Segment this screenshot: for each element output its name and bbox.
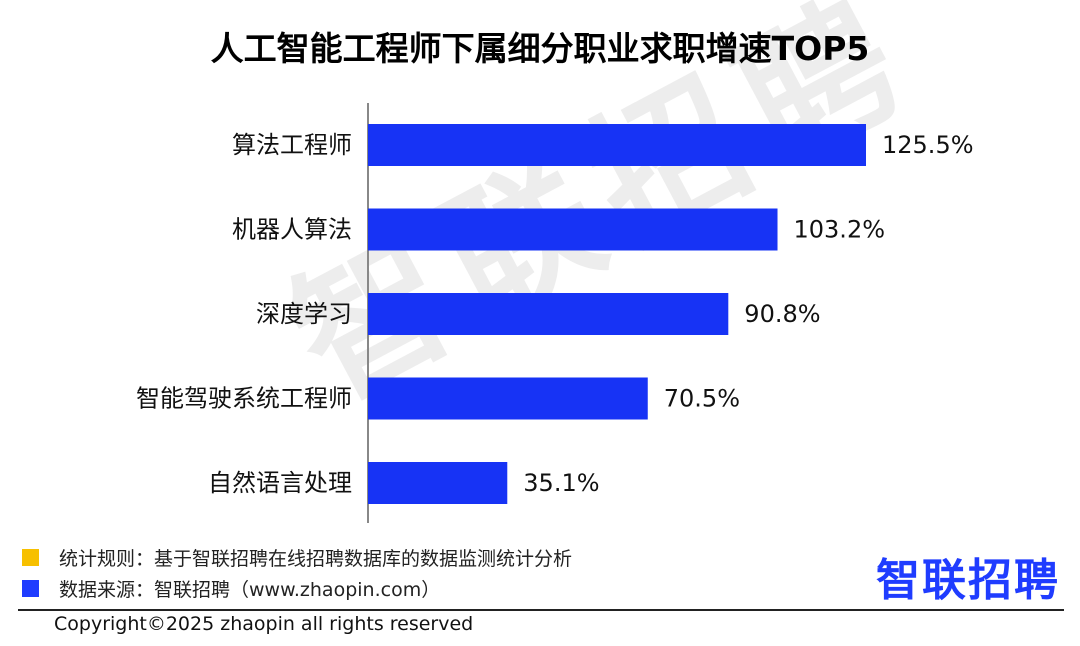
bar-4 (368, 377, 648, 420)
value-label: 35.1% (523, 469, 599, 497)
legend-yellow-square (22, 548, 39, 566)
footer-divider (18, 609, 1064, 611)
category-label: 智能驾驶系统工程师 (136, 385, 352, 413)
bar-1 (368, 124, 866, 166)
value-label: 103.2% (794, 216, 886, 244)
legend-blue-square (22, 579, 39, 597)
category-label: 深度学习 (256, 300, 352, 328)
category-label: 机器人算法 (232, 216, 352, 244)
legend-source-text: 数据来源：智联招聘（www.zhaopin.com） (59, 578, 441, 601)
category-label: 算法工程师 (232, 131, 352, 159)
copyright-text: Copyright©2025 zhaopin all rights reserv… (54, 613, 474, 635)
legend-row-rule: 统计规则：基于智联招聘在线招聘数据库的数据监测统计分析 (22, 545, 573, 570)
value-label: 90.8% (744, 300, 820, 328)
value-label: 70.5% (664, 385, 740, 413)
legend-row-source: 数据来源：智联招聘（www.zhaopin.com） (22, 576, 441, 601)
bars-group: 算法工程师 125.5% 机器人算法 103.2% 深度学习 90.8% 智能驾驶系统工程师… (136, 124, 974, 504)
bar-5 (368, 462, 508, 504)
category-label: 自然语言处理 (208, 469, 352, 497)
bar-3 (368, 293, 729, 335)
chart-title: 人工智能工程师下属细分职业求职增速TOP5 (210, 29, 870, 68)
value-label: 125.5% (882, 131, 974, 159)
legend-rule-text: 统计规则：基于智联招聘在线招聘数据库的数据监测统计分析 (59, 547, 573, 570)
zhaopin-logo: 智联招聘 (876, 555, 1060, 606)
bar-2 (368, 208, 778, 251)
